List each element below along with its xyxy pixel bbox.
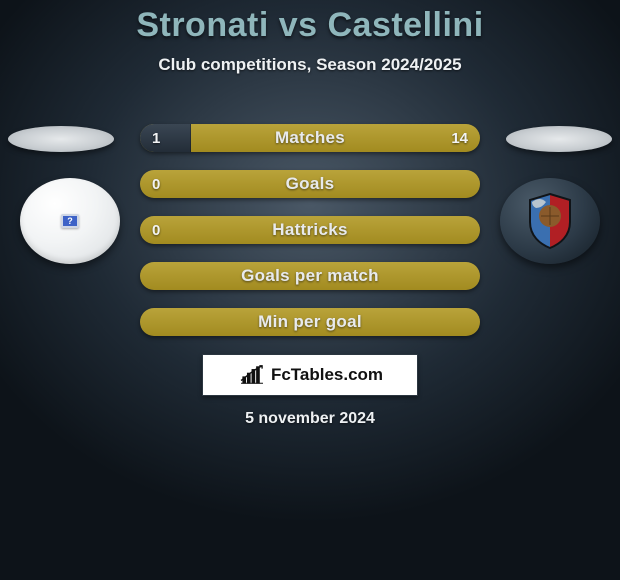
stat-bar-gpm: Goals per match — [140, 262, 480, 290]
stat-bar-hattricks: Hattricks0 — [140, 216, 480, 244]
bar-value-left: 1 — [140, 124, 172, 152]
fctables-logo-icon — [237, 364, 267, 386]
team-badge-left — [20, 178, 120, 264]
branding-panel: FcTables.com — [202, 354, 418, 396]
bar-value-left: 0 — [140, 170, 172, 198]
placeholder-crest-icon — [61, 214, 79, 228]
branding-text: FcTables.com — [271, 365, 383, 385]
stat-bar-matches: Matches1 14 — [140, 124, 480, 152]
header: Stronati vs Castellini Club competitions… — [0, 0, 620, 75]
page-subtitle: Club competitions, Season 2024/2025 — [0, 55, 620, 75]
stat-bar-goals: Goals0 — [140, 170, 480, 198]
footer-date: 5 november 2024 — [0, 410, 620, 428]
team-badge-right — [500, 178, 600, 264]
bar-label: Goals — [140, 170, 480, 198]
pedestal-right — [506, 126, 612, 152]
badge-disc-right — [500, 178, 600, 264]
stat-bars: Matches114Goals0Hattricks0Goals per matc… — [140, 124, 480, 354]
bar-value-left: 0 — [140, 216, 172, 244]
stat-bar-mpg: Min per goal — [140, 308, 480, 336]
bar-value-right: 14 — [439, 124, 480, 152]
page-title: Stronati vs Castellini — [0, 6, 620, 45]
bar-label: Goals per match — [140, 262, 480, 290]
pedestal-left — [8, 126, 114, 152]
club-crest-icon — [526, 192, 574, 250]
bar-label: Hattricks — [140, 216, 480, 244]
bar-label: Matches — [140, 124, 480, 152]
bar-label: Min per goal — [140, 308, 480, 336]
badge-disc-left — [20, 178, 120, 264]
